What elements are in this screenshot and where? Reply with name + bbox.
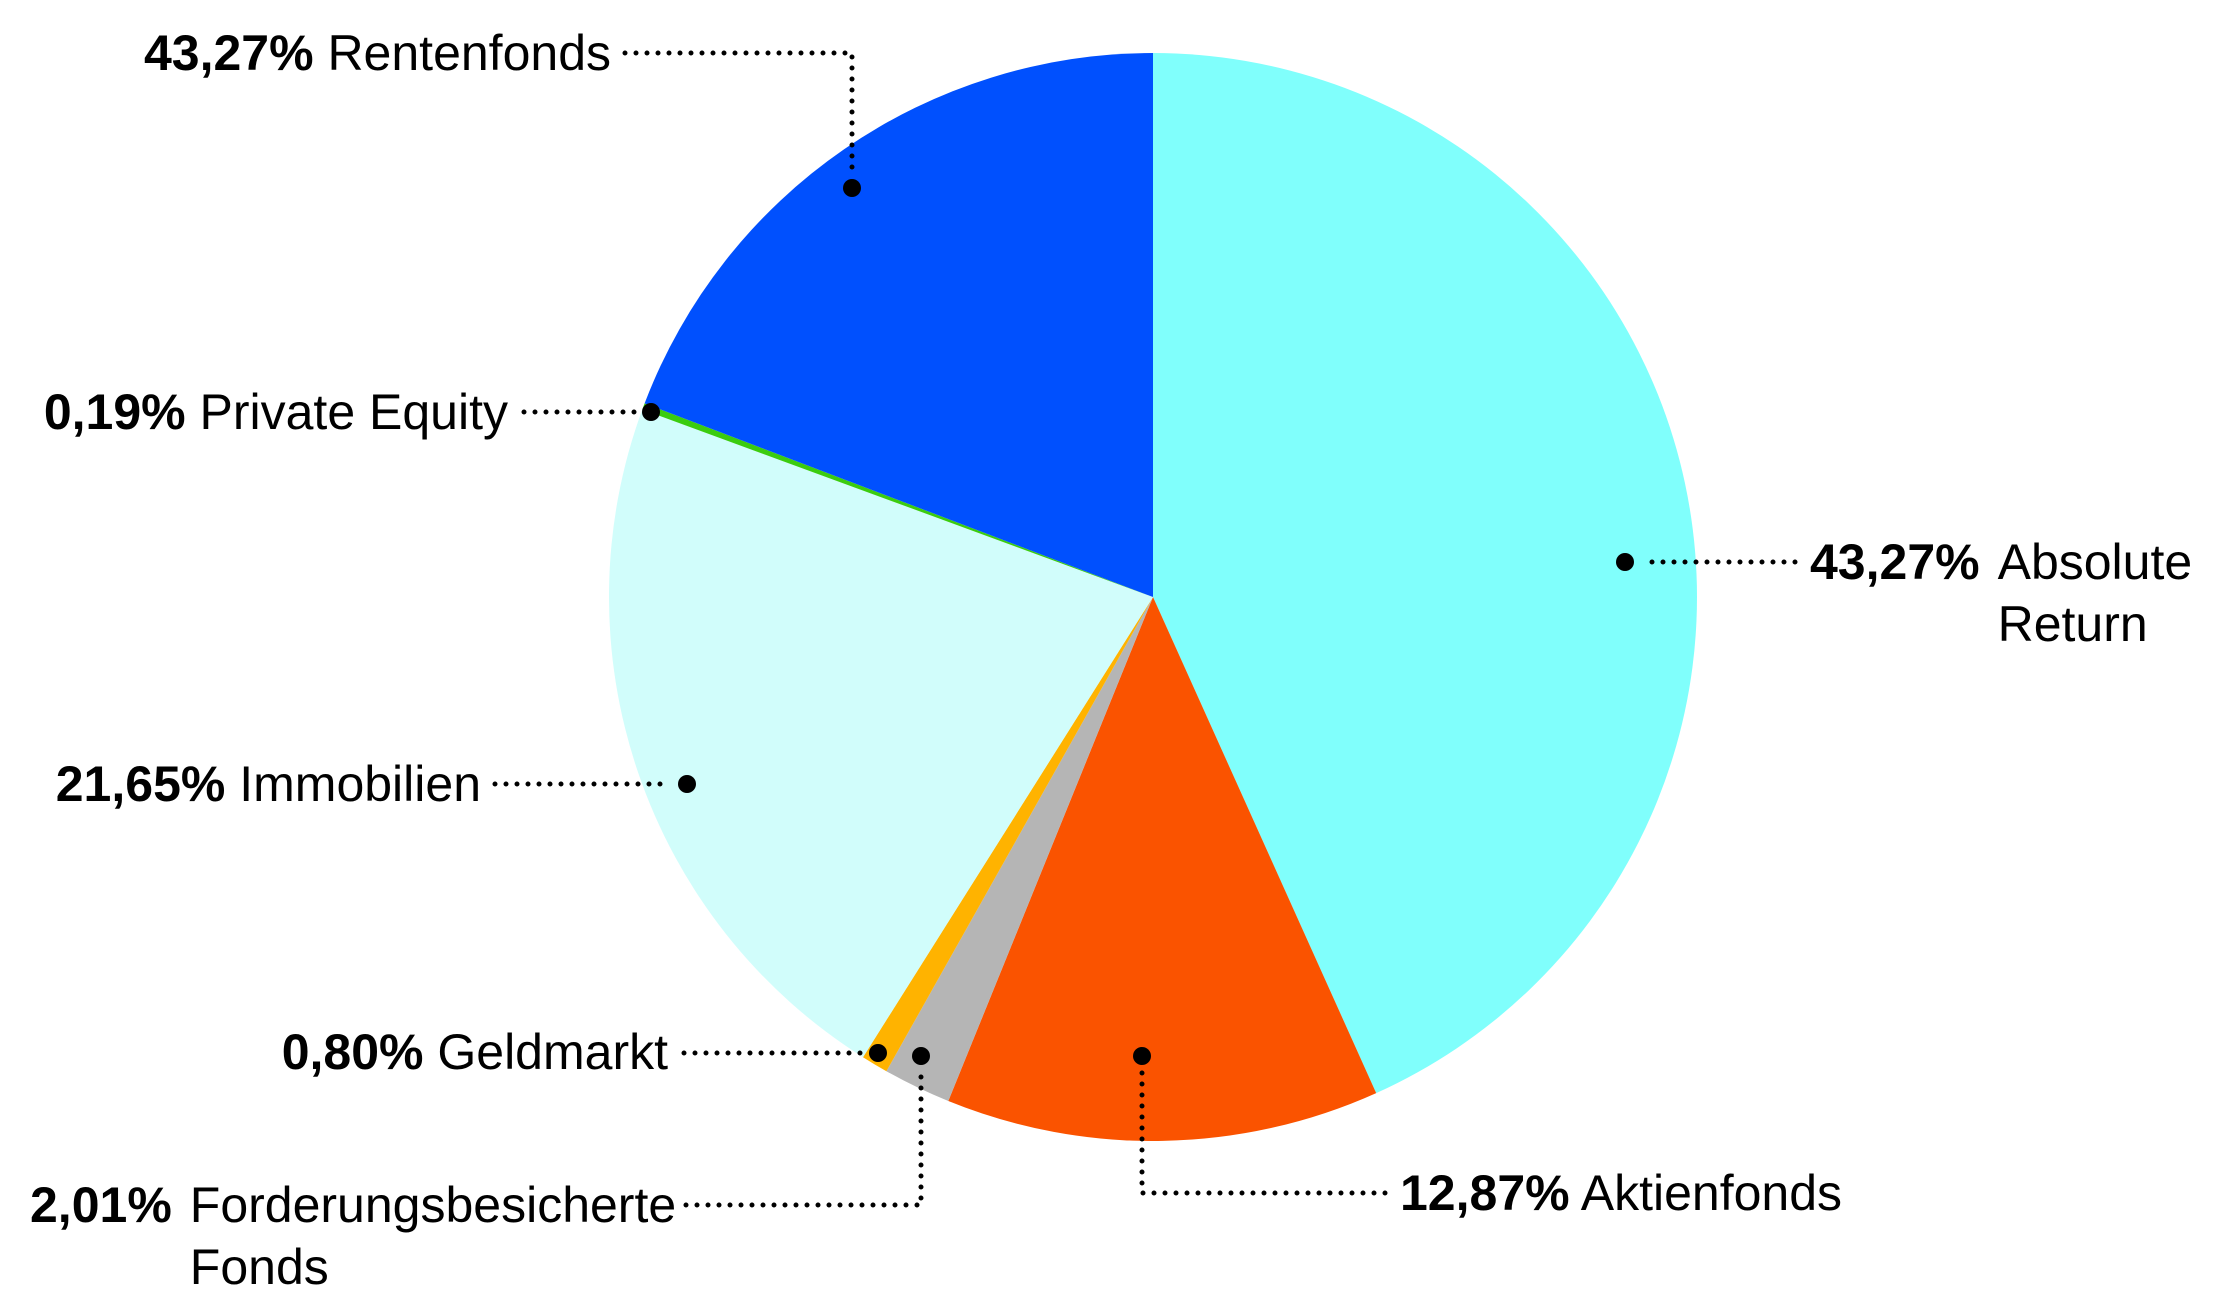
label-forderungsbesicherte-fonds-name: Forderungsbesicherte Fonds	[189, 1177, 677, 1295]
leader-line-rentenfonds	[622, 50, 855, 175]
label-absolute-return-value: 43,27%	[1810, 534, 1980, 590]
pie-slice-aktienfonds	[948, 597, 1377, 1141]
label-aktienfonds-name: Aktienfonds	[1580, 1165, 1843, 1221]
leader-dot-private-equity	[642, 403, 660, 421]
pie-slice-rentenfonds	[644, 52, 1153, 597]
label-absolute-return-name: Absolute Return	[1997, 534, 2193, 652]
label-rentenfonds: 43,27% Rentenfonds	[0, 22, 611, 84]
label-immobilien-value: 21,65%	[55, 756, 226, 812]
label-immobilien: 21,65% Immobilien	[0, 753, 481, 815]
leader-line-aktienfonds	[1139, 1069, 1388, 1196]
label-geldmarkt-value: 0,80%	[281, 1024, 424, 1080]
label-private-equity-name: Private Equity	[199, 384, 508, 440]
label-geldmarkt: 0,80% Geldmarkt	[0, 1021, 668, 1083]
pie-slice-private-equity	[642, 403, 1153, 597]
leader-dot-absolute-return	[1616, 553, 1634, 571]
leader-dot-geldmarkt	[869, 1044, 887, 1062]
label-rentenfonds-value: 43,27%	[143, 25, 314, 81]
label-geldmarkt-name: Geldmarkt	[437, 1024, 668, 1080]
pie-slice-immobilien	[608, 409, 1153, 1058]
label-forderungsbesicherte-fonds-value: 2,01%	[30, 1177, 172, 1233]
pie-slice-absolute-return	[1153, 53, 1697, 1094]
pie-slice-geldmarkt	[863, 597, 1153, 1072]
label-private-equity: 0,19% Private Equity	[0, 381, 508, 443]
pie-slice-forderungsbesicherte-fonds	[886, 597, 1153, 1101]
label-aktienfonds: 12,87% Aktienfonds	[1400, 1162, 1842, 1224]
leader-line-forderungsbesicherte-fonds	[683, 1069, 924, 1208]
leader-dot-aktienfonds	[1133, 1047, 1151, 1065]
label-aktienfonds-value: 12,87%	[1400, 1165, 1570, 1221]
label-immobilien-name: Immobilien	[239, 756, 481, 812]
label-absolute-return: 43,27% Absolute Return	[1810, 531, 2213, 655]
leader-dot-rentenfonds	[843, 179, 861, 197]
label-private-equity-value: 0,19%	[43, 384, 186, 440]
leader-dot-immobilien	[678, 775, 696, 793]
leader-dot-forderungsbesicherte-fonds	[912, 1047, 930, 1065]
label-forderungsbesicherte-fonds: 2,01% Forderungsbesicherte Fonds	[30, 1174, 677, 1298]
label-rentenfonds-name: Rentenfonds	[327, 25, 611, 81]
